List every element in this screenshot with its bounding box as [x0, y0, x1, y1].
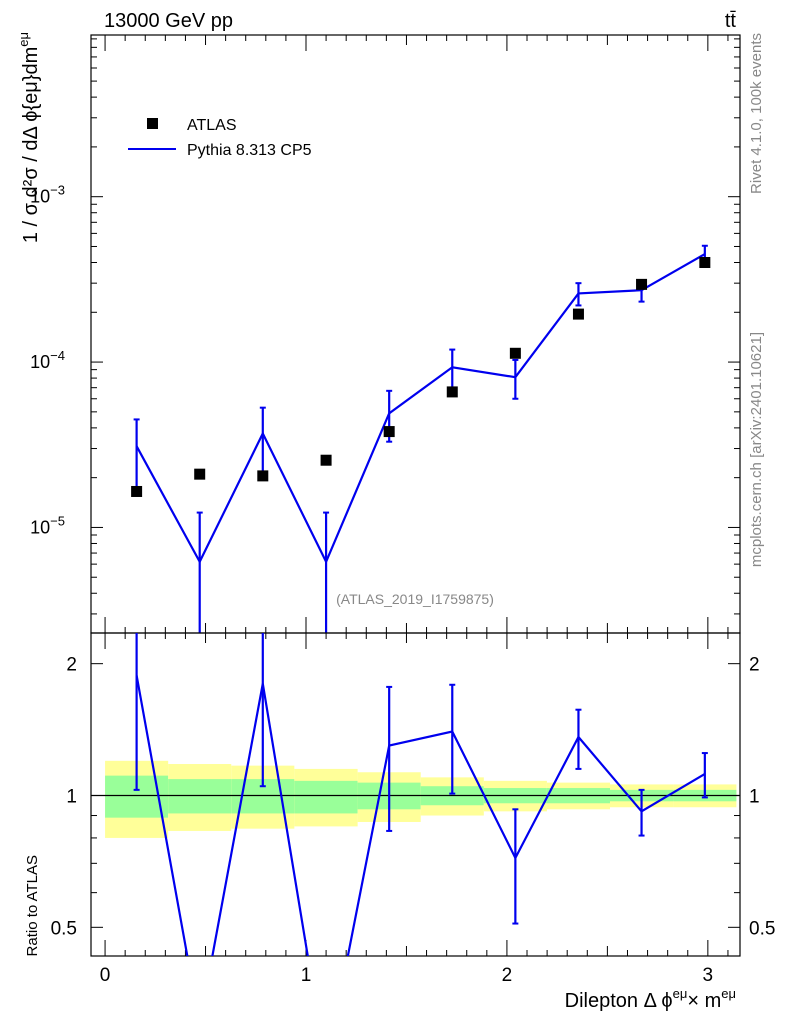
atlas-data-point — [257, 470, 269, 482]
ratio-mc-line — [135, 675, 706, 956]
x-axis-label: Dilepton Δ ϕeμ× meμ — [565, 986, 736, 1012]
ratio-plot-frame — [90, 632, 741, 957]
rivet-version-label: Rivet 4.1.0, 100k events — [748, 33, 765, 194]
process-label: tt̄ — [725, 10, 737, 32]
ratio-y-tick-label-right: 2 — [749, 655, 760, 676]
main-y-tick-label: 10−5 — [30, 513, 65, 537]
atlas-data-point — [636, 278, 648, 290]
ratio-band-inner — [294, 780, 358, 814]
atlas-data-point — [572, 308, 584, 320]
main-y-tick-exponent: −3 — [50, 183, 65, 198]
main-y-axis-label: 1 / σ d²σ / dΔ ϕ{eμ}dmeμ — [16, 32, 42, 243]
atlas-data-point — [446, 386, 458, 398]
x-tick-label: 0 — [100, 965, 111, 986]
legend-data-marker — [147, 118, 158, 129]
atlas-data-point — [320, 454, 332, 466]
main-y-tick-exponent: −4 — [50, 348, 65, 363]
legend: ATLAS Pythia 8.313 CP5 — [128, 117, 312, 159]
legend-data-label: ATLAS — [187, 117, 237, 134]
x-tick-label: 3 — [703, 965, 714, 986]
ratio-y-tick-label-right: 0.5 — [749, 918, 775, 939]
mcplots-label: mcplots.cern.ch [arXiv:2401.10621] — [748, 332, 765, 567]
main-y-tick-mantissa: 10 — [30, 352, 50, 372]
energy-label: 13000 GeV pp — [104, 10, 233, 32]
main-y-tick-mantissa: 10 — [30, 517, 50, 537]
main-y-tick-exponent: −5 — [50, 513, 65, 528]
x-axis-label-mid: × m — [687, 990, 721, 1012]
x-axis-label-text: Dilepton Δ ϕ — [565, 990, 673, 1012]
main-y-tick-mantissa: 10 — [30, 187, 50, 207]
main-y-axis-label-text: 1 / σ d²σ / dΔ ϕ{eμ}dm — [20, 47, 42, 243]
atlas-data-point — [699, 257, 711, 269]
mc-line — [135, 253, 706, 565]
main-panel: 10−510−410−3 — [30, 34, 741, 634]
x-tick-label: 1 — [301, 965, 312, 986]
main-y-tick-label: 10−3 — [30, 183, 65, 207]
x-tick-label: 2 — [502, 965, 513, 986]
atlas-data-point — [131, 485, 143, 497]
legend-mc-label: Pythia 8.313 CP5 — [187, 142, 312, 159]
x-axis-label-sup2: eμ — [721, 986, 736, 1001]
atlas-data-point — [383, 426, 395, 438]
ratio-panel: 0.5 0.5 1 1 2 2 0 1 2 3 — [51, 632, 775, 986]
main-y-axis-label-sup: eμ — [16, 32, 31, 47]
ratio-y-tick-label-left: 2 — [66, 655, 77, 676]
ratio-y-tick-label-left: 0.5 — [51, 918, 77, 939]
ratio-band-inner — [168, 779, 232, 814]
ratio-y-tick-label-right: 1 — [749, 786, 760, 807]
x-axis-label-sup1: eμ — [673, 986, 688, 1001]
atlas-data-point — [509, 347, 521, 359]
atlas-data-point — [194, 468, 206, 480]
analysis-id-label: (ATLAS_2019_I1759875) — [336, 591, 494, 607]
ratio-y-axis-label: Ratio to ATLAS — [24, 855, 41, 956]
main-y-tick-label: 10−4 — [30, 348, 65, 372]
ratio-y-tick-label-left: 1 — [66, 786, 77, 807]
